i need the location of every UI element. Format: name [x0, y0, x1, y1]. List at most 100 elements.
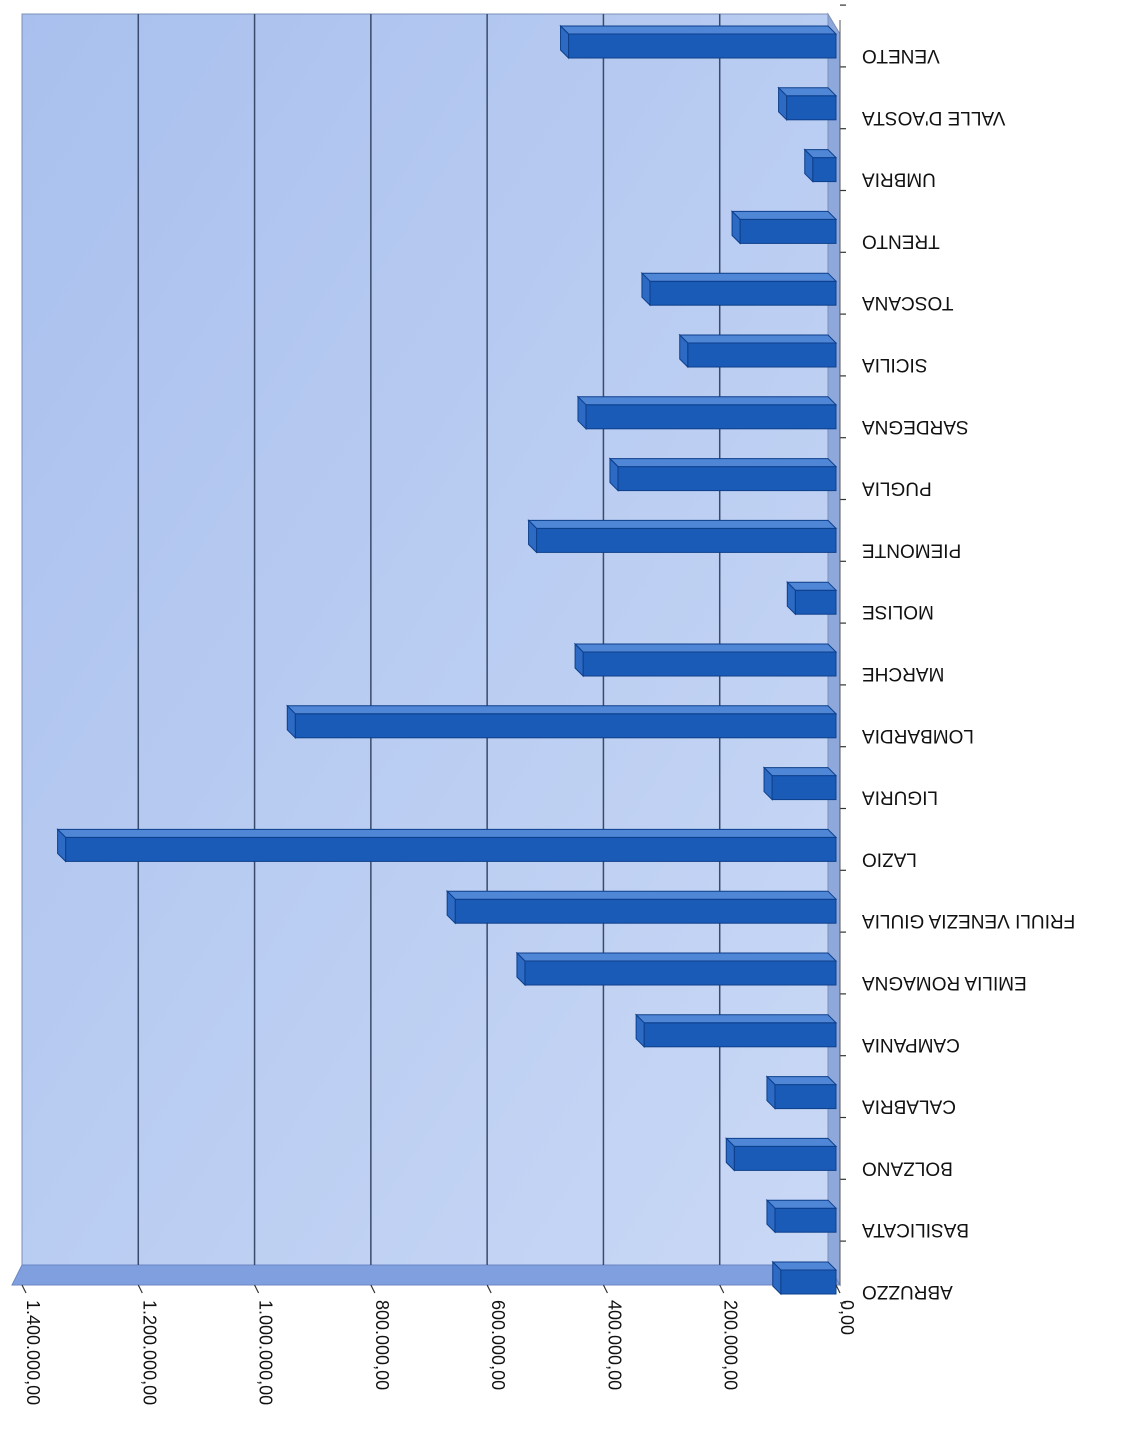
- bar-top-face: [576, 396, 838, 406]
- bar: [786, 95, 837, 121]
- bar-end-face: [57, 828, 67, 863]
- bar: [649, 280, 837, 306]
- bar-end-face: [763, 766, 773, 801]
- bar-end-face: [446, 889, 456, 925]
- category-label: FRIULI VENEZIA GIULIA: [862, 910, 1076, 931]
- tick-mark: [370, 1284, 376, 1294]
- category-label: LOMBARDIA: [862, 725, 974, 746]
- bar-top-face: [559, 25, 838, 35]
- bar: [774, 1084, 837, 1110]
- tick-mark: [602, 1284, 608, 1294]
- bar: [65, 836, 837, 862]
- bar-end-face: [772, 1260, 782, 1296]
- bar-top-face: [765, 1076, 838, 1086]
- tick-mark: [254, 1284, 260, 1294]
- category-label: TOSCANA: [862, 292, 954, 313]
- bar-end-face: [778, 86, 788, 122]
- tick-label: 1.000.000,00: [256, 1300, 276, 1405]
- tick-label: 800.000,00: [372, 1300, 392, 1390]
- plot-back-wall: [21, 13, 829, 1266]
- tick-label: 600.000,00: [488, 1300, 508, 1390]
- category-label: CAMPANIA: [862, 1034, 960, 1055]
- category-axis: VENETO VALLE D'AOSTA UMBRIA TRENTO TOSCANA SI…: [839, 4, 1076, 1304]
- bar-end-face: [641, 271, 651, 307]
- tick-label: 400.000,00: [604, 1300, 624, 1390]
- bar-end-face: [679, 333, 689, 369]
- category-label: ABRUZZO: [862, 1281, 953, 1302]
- bar: [780, 1269, 837, 1295]
- bar-end-face: [766, 1075, 776, 1110]
- bar: [617, 466, 837, 492]
- bar-end-face: [786, 580, 796, 616]
- bar: [568, 33, 837, 59]
- category-label: PIEMONTE: [862, 539, 961, 560]
- bar-top-face: [640, 272, 838, 282]
- bar: [585, 404, 837, 430]
- bar-end-face: [528, 519, 538, 554]
- category-label: SICILIA: [862, 354, 928, 375]
- category-label: SARDEGNA: [862, 416, 969, 437]
- bar-end-face: [286, 704, 296, 740]
- bars: [56, 24, 838, 1296]
- bar: [294, 713, 837, 739]
- bar: [794, 589, 837, 615]
- category-label: PUGLIA: [862, 478, 932, 499]
- bar-top-face: [515, 952, 838, 962]
- bar: [812, 157, 837, 183]
- bar-top-face: [286, 705, 838, 715]
- bar-top-face: [762, 767, 838, 777]
- bar-end-face: [725, 1137, 735, 1172]
- bar-top-face: [725, 1137, 838, 1147]
- category-label: MARCHE: [862, 663, 944, 684]
- bar-top-face: [771, 1261, 838, 1271]
- bar: [524, 960, 837, 986]
- category-label: BASILICATA: [862, 1219, 969, 1240]
- bar: [582, 651, 837, 677]
- bar-end-face: [804, 148, 814, 183]
- category-label: CALABRIA: [862, 1096, 956, 1117]
- bar-top-face: [678, 334, 838, 344]
- tick-label: 0,00: [837, 1300, 857, 1335]
- category-label: MOLISE: [862, 601, 934, 622]
- tick-mark: [486, 1284, 492, 1294]
- bar-top-face: [608, 458, 838, 468]
- bar-end-face: [731, 210, 741, 245]
- category-label: VENETO: [862, 45, 940, 66]
- category-label: UMBRIA: [862, 169, 936, 190]
- category-label: BOLZANO: [862, 1157, 953, 1178]
- bar-end-face: [609, 457, 619, 492]
- bar: [733, 1145, 837, 1171]
- bar-top-face: [777, 87, 838, 97]
- bar-top-face: [573, 643, 838, 653]
- bar-end-face: [766, 1198, 776, 1234]
- category-label: LIGURIA: [862, 787, 938, 808]
- bar-top-face: [445, 890, 838, 900]
- bar-top-face: [730, 210, 838, 220]
- bar-end-face: [635, 1013, 645, 1049]
- tick-label: 1.400.000,00: [23, 1300, 43, 1405]
- category-label: VALLE D'AOSTA: [862, 107, 1006, 128]
- bar: [536, 527, 837, 553]
- category-label: EMILIA ROMAGNA: [862, 972, 1027, 993]
- bar: [643, 1022, 837, 1048]
- bar: [687, 342, 837, 368]
- bar-top-face: [56, 828, 838, 838]
- bar-end-face: [560, 24, 570, 60]
- tick-mark: [835, 1284, 841, 1294]
- bar-top-face: [634, 1014, 838, 1024]
- category-label: LAZIO: [862, 848, 917, 869]
- tick-mark: [137, 1284, 143, 1294]
- value-axis: 0,00 200.000,00 400.000,00 600.000,00 800.00…: [21, 1284, 857, 1405]
- bar-end-face: [516, 951, 526, 987]
- bar-top-face: [527, 519, 838, 529]
- bar-end-face: [574, 642, 584, 678]
- category-label: TRENTO: [862, 230, 940, 251]
- bar: [774, 1207, 837, 1233]
- tick-mark: [21, 1284, 27, 1294]
- grid-lines: [137, 14, 721, 1265]
- bar: [454, 898, 837, 924]
- bar: [739, 218, 837, 244]
- tick-label: 1.200.000,00: [139, 1300, 159, 1405]
- tick-label: 200.000,00: [721, 1300, 741, 1390]
